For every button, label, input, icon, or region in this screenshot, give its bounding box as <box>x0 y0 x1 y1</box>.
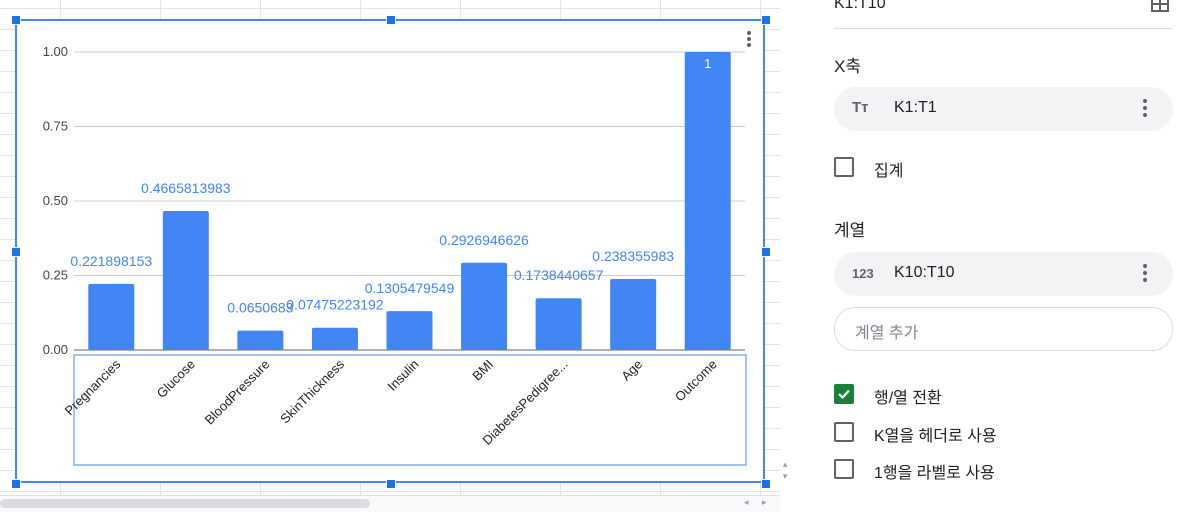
bar <box>162 210 209 350</box>
more-vert-icon[interactable] <box>744 31 754 53</box>
resize-handle-bottom-left[interactable] <box>11 479 21 489</box>
horizontal-scrollbar[interactable]: ◂ ▸ <box>0 495 780 512</box>
grid-select-icon[interactable] <box>1151 0 1169 12</box>
data-range-field[interactable]: K1:T10 <box>834 0 1173 29</box>
bar <box>386 311 433 350</box>
series-chip[interactable]: 123 K10:T10 <box>834 252 1173 296</box>
more-vert-icon[interactable] <box>1143 99 1147 120</box>
resize-handle-right[interactable] <box>761 247 771 257</box>
resize-handle-left[interactable] <box>11 247 21 257</box>
scroll-right-icon[interactable]: ▸ <box>762 497 767 507</box>
more-vert-icon[interactable] <box>1143 264 1147 285</box>
bar <box>88 283 135 350</box>
x-tick-label: Pregnancies <box>62 356 124 418</box>
scroll-left-icon[interactable]: ◂ <box>744 497 749 507</box>
data-label: 0.221898153 <box>70 253 152 269</box>
use-row-1-labels-checkbox[interactable] <box>834 459 854 479</box>
data-label: 0.2926946626 <box>439 232 529 248</box>
aggregate-option[interactable]: 집계 <box>834 157 1154 181</box>
bar <box>461 262 508 350</box>
y-tick-label: 1.00 <box>43 44 68 59</box>
chart-canvas: 0.00 0.25 0.50 0.75 1.00 0.221898153 Pregnanci… <box>43 44 747 466</box>
x-tick-label: SkinThickness <box>277 356 347 426</box>
x-axis-label-selection <box>73 354 747 466</box>
bar <box>684 52 731 350</box>
x-tick-label: Glucose <box>154 357 198 401</box>
use-column-k-header-option[interactable]: K열을 헤더로 사용 <box>834 422 1154 446</box>
data-range-value: K1:T10 <box>834 0 886 12</box>
data-label: 0.1738440657 <box>514 267 604 283</box>
text-type-icon: Tт <box>852 99 869 116</box>
y-tick-label: 0.25 <box>43 268 68 283</box>
use-row-1-labels-option[interactable]: 1행을 라벨로 사용 <box>834 459 1154 483</box>
data-label: 0.07475223192 <box>286 297 384 313</box>
use-column-k-header-label: K열을 헤더로 사용 <box>874 428 997 445</box>
add-series-button[interactable]: 계열 추가 <box>834 307 1173 351</box>
chart-editor-panel: K1:T10 X축 Tт K1:T1 집계 계열 123 K10:T10 계열 … <box>810 0 1187 511</box>
data-label: 1 <box>704 56 711 71</box>
x-tick-label: Insulin <box>384 357 421 394</box>
vertical-scroll-arrows[interactable]: ▴ ▾ <box>778 458 792 482</box>
scroll-up-icon[interactable]: ▴ <box>782 459 788 469</box>
aggregate-checkbox[interactable] <box>834 157 854 177</box>
x-tick-label: BMI <box>469 357 496 384</box>
bar <box>237 330 284 350</box>
x-axis-chip[interactable]: Tт K1:T1 <box>834 87 1173 131</box>
x-tick-label: Outcome <box>672 357 720 405</box>
bar <box>311 327 358 350</box>
series-range: K10:T10 <box>894 264 955 281</box>
series-heading: 계열 <box>834 221 866 240</box>
data-label: 0.238355983 <box>592 248 674 264</box>
check-icon <box>838 389 850 400</box>
data-label: 0.0650683 <box>227 300 293 316</box>
resize-handle-bottom[interactable] <box>386 479 396 489</box>
x-axis-range: K1:T1 <box>894 99 937 116</box>
number-type-icon: 123 <box>852 266 874 281</box>
aggregate-label: 집계 <box>874 163 904 180</box>
y-tick-label: 0.50 <box>43 193 68 208</box>
use-row-1-labels-label: 1행을 라벨로 사용 <box>874 465 995 482</box>
resize-handle-top-left[interactable] <box>11 15 21 25</box>
switch-rows-columns-checkbox[interactable] <box>834 384 854 404</box>
switch-rows-columns-option[interactable]: 행/열 전환 <box>834 384 1154 408</box>
data-label: 0.1305479549 <box>365 280 455 296</box>
use-column-k-header-checkbox[interactable] <box>834 422 854 442</box>
x-tick-label: DiabetesPedigree... <box>479 357 570 448</box>
resize-handle-top-right[interactable] <box>761 15 771 25</box>
x-tick-label: BloodPressure <box>202 357 273 428</box>
y-tick-label: 0.00 <box>43 342 68 357</box>
bar <box>535 298 582 350</box>
scroll-down-icon[interactable]: ▾ <box>782 471 788 481</box>
data-label: 0.4665813983 <box>141 180 231 196</box>
resize-handle-bottom-right[interactable] <box>761 479 771 489</box>
bar <box>610 278 657 350</box>
x-tick-label: Age <box>618 357 645 384</box>
add-series-label: 계열 추가 <box>855 325 919 342</box>
y-tick-label: 0.75 <box>43 119 68 134</box>
bar-chart[interactable]: 0.00 0.25 0.50 0.75 1.00 0.221898153 Pregnanci… <box>15 19 765 483</box>
switch-rows-columns-label: 행/열 전환 <box>874 390 942 407</box>
resize-handle-top[interactable] <box>386 15 396 25</box>
horizontal-scroll-thumb[interactable] <box>0 499 370 508</box>
x-axis-heading: X축 <box>834 57 861 76</box>
